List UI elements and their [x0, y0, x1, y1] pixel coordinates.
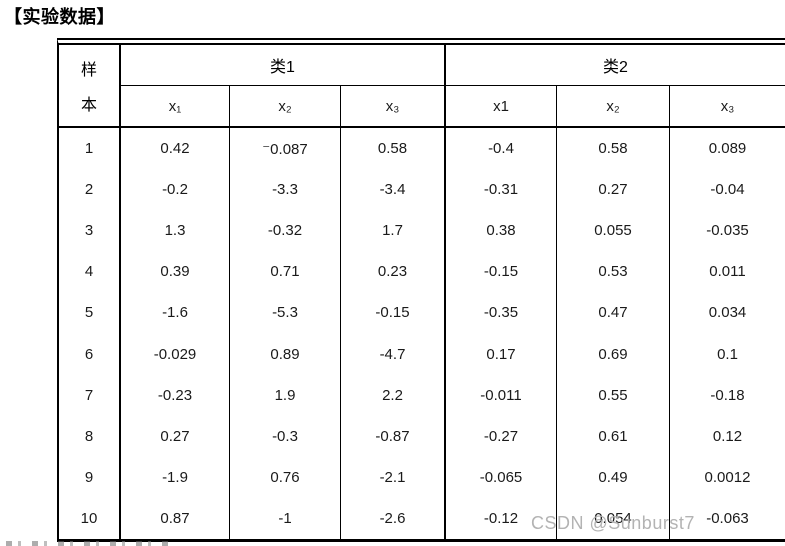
table-cell: ⁻0.087	[230, 128, 341, 170]
table-cell: 0.58	[557, 128, 670, 170]
table-cell: 1.7	[341, 210, 446, 252]
table-cell: -4.7	[341, 333, 446, 375]
table-cell: -0.12	[446, 497, 557, 539]
table-cell: -3.3	[230, 169, 341, 211]
table-cell: 0.76	[230, 456, 341, 498]
table-cell: 0.39	[121, 251, 230, 293]
table-cell: -0.32	[230, 210, 341, 252]
col-header-class1-x1: x₁	[121, 86, 230, 128]
table-cell: 0.0012	[704, 468, 751, 486]
table-cell: -5.3	[230, 292, 341, 334]
table-cell: 0.1	[717, 345, 738, 363]
table-cell: 0.87	[121, 497, 230, 539]
table-cell: -0.87	[341, 415, 446, 457]
table-cell: -0.27	[446, 415, 557, 457]
table-cell: 0.27	[557, 169, 670, 211]
table-cell: 0.71	[230, 251, 341, 293]
cut-off-text-fragment	[6, 541, 170, 546]
table-cell: 0.89	[230, 333, 341, 375]
table-cell: 0.61	[557, 415, 670, 457]
col-header-class2-x1: x1	[446, 86, 557, 128]
table-cell: 0.58	[341, 128, 446, 170]
table-cell: 0.38	[446, 210, 557, 252]
table-cell: -2.6	[341, 497, 446, 539]
table-cell: 0.69	[557, 333, 670, 375]
table-cell: -0.3	[230, 415, 341, 457]
table-cell: -0.18	[710, 386, 745, 404]
sample-header-char-1: 样	[80, 62, 97, 80]
table-cell: -0.011	[446, 374, 557, 416]
table-cell: 0.23	[341, 251, 446, 293]
row-id: 4	[59, 251, 121, 293]
table-cell: 0.055	[557, 210, 670, 252]
table-cell: -0.35	[446, 292, 557, 334]
table-cell: 0.054	[557, 497, 670, 539]
table-cell: 0.089	[708, 140, 747, 158]
col-header-class2-x2: x₂	[557, 86, 670, 128]
class2-group-header: 类2	[446, 45, 785, 86]
experiment-data-table: 样 本 类1 类2 x₁ x₂ x₃ x1 x₂ x₃ 1 0.42 ⁻0.08…	[57, 38, 785, 542]
table-cell: 2.2	[341, 374, 446, 416]
table-cell: 0.49	[557, 456, 670, 498]
row-id: 8	[59, 415, 121, 457]
table-cell: -0.4	[446, 128, 557, 170]
table-cell: 0.17	[446, 333, 557, 375]
table-cell: 0.42	[121, 128, 230, 170]
row-id: 1	[59, 128, 121, 170]
table-cell: -0.035	[706, 222, 749, 240]
table-cell: -0.2	[121, 169, 230, 211]
table-cell: -0.029	[121, 333, 230, 375]
table-cell: 0.53	[557, 251, 670, 293]
col-header-class1-x2: x₂	[230, 86, 341, 128]
table-cell: -0.15	[341, 292, 446, 334]
table-cell: -1	[230, 497, 341, 539]
table-cell: 0.12	[712, 427, 743, 445]
row-id: 2	[59, 169, 121, 211]
table-cell: -0.23	[121, 374, 230, 416]
table-cell: -3.4	[341, 169, 446, 211]
sample-header-char-2: 本	[80, 96, 97, 114]
table-cell: 0.034	[708, 304, 747, 322]
table-cell: 0.011	[709, 263, 746, 281]
table-cell: 1.3	[121, 210, 230, 252]
table-cell: 0.47	[557, 292, 670, 334]
table-cell: -0.15	[446, 251, 557, 293]
col-header-class2-x3: x₃	[670, 86, 785, 128]
col-header-class1-x3: x₃	[341, 86, 446, 128]
table-cell: -0.065	[446, 456, 557, 498]
table-cell: -1.6	[121, 292, 230, 334]
table-cell: 1.9	[230, 374, 341, 416]
table-cell: -0.04	[710, 181, 745, 199]
row-id: 10	[59, 497, 121, 539]
row-id: 7	[59, 374, 121, 416]
sample-column-header: 样 本	[59, 45, 121, 128]
table-cell: 0.27	[121, 415, 230, 457]
row-id: 6	[59, 333, 121, 375]
page-title: 【实验数据】	[4, 7, 115, 27]
table-cell: -1.9	[121, 456, 230, 498]
row-id: 5	[59, 292, 121, 334]
table-cell: -2.1	[341, 456, 446, 498]
row-id: 9	[59, 456, 121, 498]
table-cell: -0.31	[446, 169, 557, 211]
row-id: 3	[59, 210, 121, 252]
class1-group-header: 类1	[121, 45, 446, 86]
table-cell: -0.063	[706, 509, 749, 527]
table-cell: 0.55	[557, 374, 670, 416]
